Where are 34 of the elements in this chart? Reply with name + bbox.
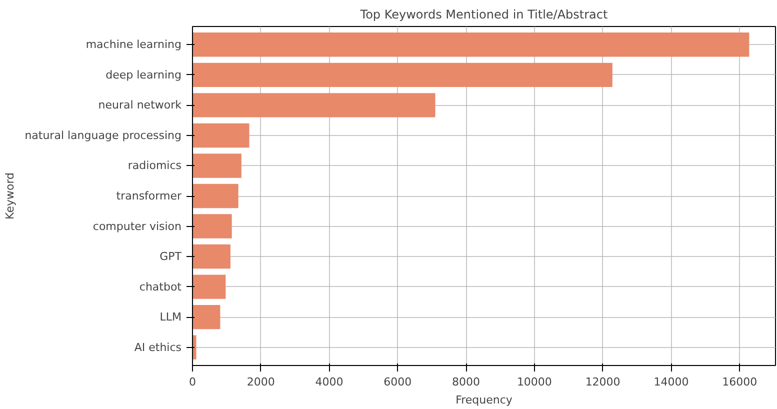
bar: [192, 123, 250, 148]
y-tick-label: computer vision: [92, 220, 182, 233]
x-tick-label: 8000: [452, 376, 480, 388]
y-tick-label: transformer: [116, 190, 182, 202]
bar: [192, 62, 612, 88]
y-tick-label: chatbot: [139, 280, 182, 294]
y-axis-title: Keyword: [4, 172, 17, 220]
bar: [192, 214, 232, 238]
x-tick-label: 14000: [654, 376, 689, 388]
y-tick-label: natural language processing: [24, 128, 182, 142]
bar: [192, 335, 196, 360]
y-tick-label: neural network: [98, 98, 182, 112]
y-tick-label: deep learning: [106, 68, 182, 82]
bar: [192, 32, 750, 57]
x-tick-label: 10000: [516, 376, 552, 388]
bar: [192, 274, 226, 299]
x-tick-label: 16000: [722, 376, 758, 388]
y-tick-label: AI ethics: [134, 340, 182, 354]
bar: [192, 93, 436, 118]
y-tick-label: GPT: [160, 250, 182, 264]
x-tick-label: 4000: [315, 376, 344, 388]
x-tick-label: 2000: [246, 376, 275, 388]
x-tick-label: 6000: [384, 376, 412, 388]
bar: [192, 244, 230, 269]
x-tick-label: 0: [189, 376, 196, 388]
chart-title: Top Keywords Mentioned in Title/Abstract: [359, 8, 608, 22]
x-tick-label: 12000: [585, 376, 620, 388]
y-tick-label: radiomics: [128, 159, 182, 172]
bar: [192, 304, 220, 330]
bar: [192, 154, 242, 178]
bar: [192, 184, 238, 208]
y-tick-label: machine learning: [86, 38, 182, 52]
x-axis-title: Frequency: [456, 394, 513, 406]
y-tick-label: LLM: [160, 310, 182, 324]
